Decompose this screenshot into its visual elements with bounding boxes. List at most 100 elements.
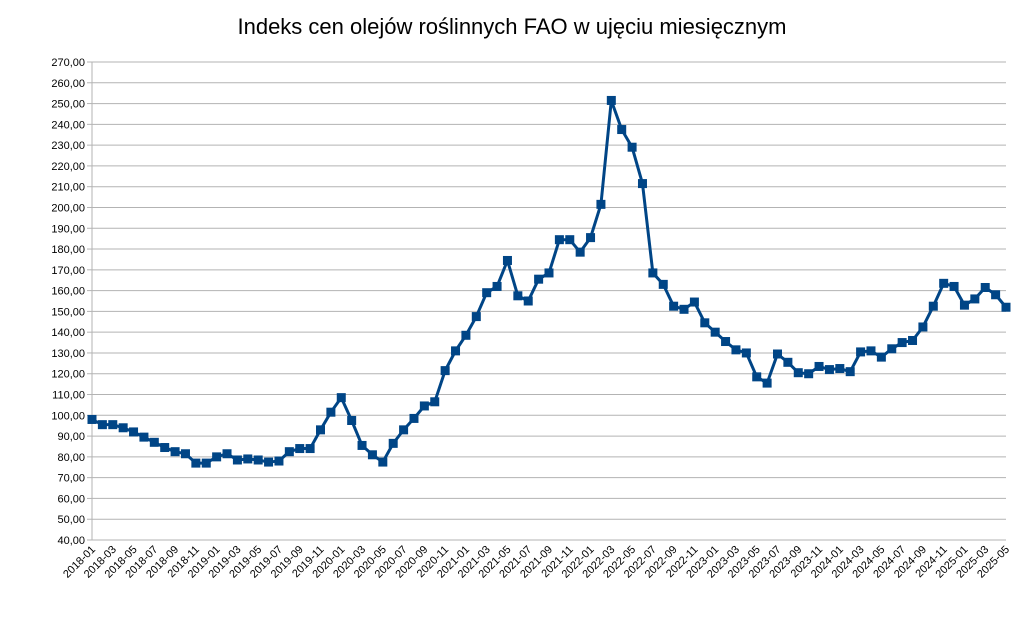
data-point: [887, 344, 897, 354]
data-point: [534, 274, 544, 284]
data-point: [212, 452, 222, 462]
data-point: [700, 318, 710, 328]
y-tick-label: 180,00: [51, 244, 85, 256]
data-point: [835, 364, 845, 374]
y-tick-label: 250,00: [51, 99, 85, 111]
data-point: [773, 349, 782, 359]
data-point: [908, 335, 918, 345]
data-point: [959, 300, 969, 310]
data-point: [326, 407, 336, 417]
data-point: [991, 290, 1001, 300]
y-tick-label: 200,00: [51, 202, 85, 214]
data-point: [243, 454, 253, 464]
data-point: [939, 278, 949, 288]
data-point: [482, 288, 492, 298]
data-point: [544, 268, 554, 278]
y-tick-label: 70,00: [57, 473, 85, 485]
y-tick-label: 100,00: [51, 410, 85, 422]
y-tick-label: 60,00: [57, 493, 85, 505]
data-point: [274, 456, 284, 466]
data-point: [357, 440, 367, 450]
data-point: [170, 447, 180, 457]
data-point: [149, 437, 159, 447]
data-point: [461, 330, 471, 340]
data-point: [648, 268, 658, 278]
data-point: [710, 327, 720, 337]
data-point: [367, 450, 377, 460]
data-point: [316, 425, 325, 435]
data-point: [523, 296, 533, 306]
data-point: [596, 199, 606, 209]
data-point: [409, 413, 419, 423]
data-point: [347, 416, 357, 425]
data-point: [139, 432, 149, 442]
y-tick-label: 110,00: [52, 390, 85, 402]
data-point: [845, 367, 855, 377]
y-tick-label: 190,00: [51, 223, 85, 235]
data-point: [118, 423, 128, 433]
data-point: [721, 337, 731, 347]
data-point: [617, 125, 627, 135]
y-tick-label: 90,00: [57, 431, 85, 443]
data-point: [679, 304, 689, 314]
data-point: [793, 368, 803, 378]
data-point: [388, 438, 398, 448]
y-tick-label: 170,00: [51, 265, 85, 277]
data-point: [471, 312, 481, 322]
data-point: [160, 443, 170, 453]
y-tick-label: 270,00: [51, 57, 85, 69]
data-point: [876, 352, 886, 362]
data-point: [970, 294, 980, 304]
y-tick-label: 260,00: [51, 78, 85, 90]
data-point: [87, 414, 97, 424]
data-point: [222, 449, 232, 459]
y-tick-label: 240,00: [51, 119, 85, 131]
data-point: [108, 420, 118, 430]
data-point: [897, 338, 907, 348]
data-point: [1001, 302, 1011, 312]
y-tick-label: 160,00: [51, 286, 85, 298]
y-tick-label: 210,00: [51, 182, 85, 194]
data-point: [824, 365, 834, 375]
y-tick-label: 40,00: [57, 535, 85, 547]
data-point: [762, 378, 772, 388]
data-point: [336, 393, 346, 403]
data-point: [627, 142, 637, 152]
data-point: [814, 361, 824, 371]
data-point: [949, 281, 959, 291]
data-line: [91, 98, 1008, 465]
data-point: [129, 427, 139, 437]
data-point: [201, 458, 211, 468]
data-point: [606, 95, 616, 105]
data-point: [586, 233, 596, 243]
data-point: [502, 255, 512, 265]
data-point: [295, 444, 305, 454]
data-point: [232, 455, 242, 465]
data-point: [731, 345, 741, 355]
data-point: [637, 179, 647, 189]
data-point: [191, 458, 201, 468]
data-point: [378, 457, 388, 467]
data-point: [783, 357, 793, 367]
data-point: [399, 425, 409, 435]
y-tick-label: 50,00: [57, 514, 85, 526]
data-point: [741, 348, 751, 358]
data-point: [419, 401, 429, 411]
data-point: [440, 366, 450, 376]
data-point: [866, 346, 876, 356]
data-point: [492, 281, 502, 291]
y-tick-label: 230,00: [51, 140, 85, 152]
data-point: [658, 279, 668, 289]
y-tick-label: 150,00: [51, 306, 85, 318]
data-point: [554, 235, 564, 245]
data-point: [980, 282, 990, 292]
data-point: [575, 247, 585, 257]
chart-title: Indeks cen olejów roślinnych FAO w ujęci…: [237, 14, 786, 39]
data-point: [253, 455, 263, 465]
data-point: [264, 457, 274, 467]
y-tick-label: 140,00: [51, 327, 85, 339]
data-point: [305, 444, 315, 454]
data-point: [669, 301, 679, 311]
data-point: [430, 397, 440, 407]
